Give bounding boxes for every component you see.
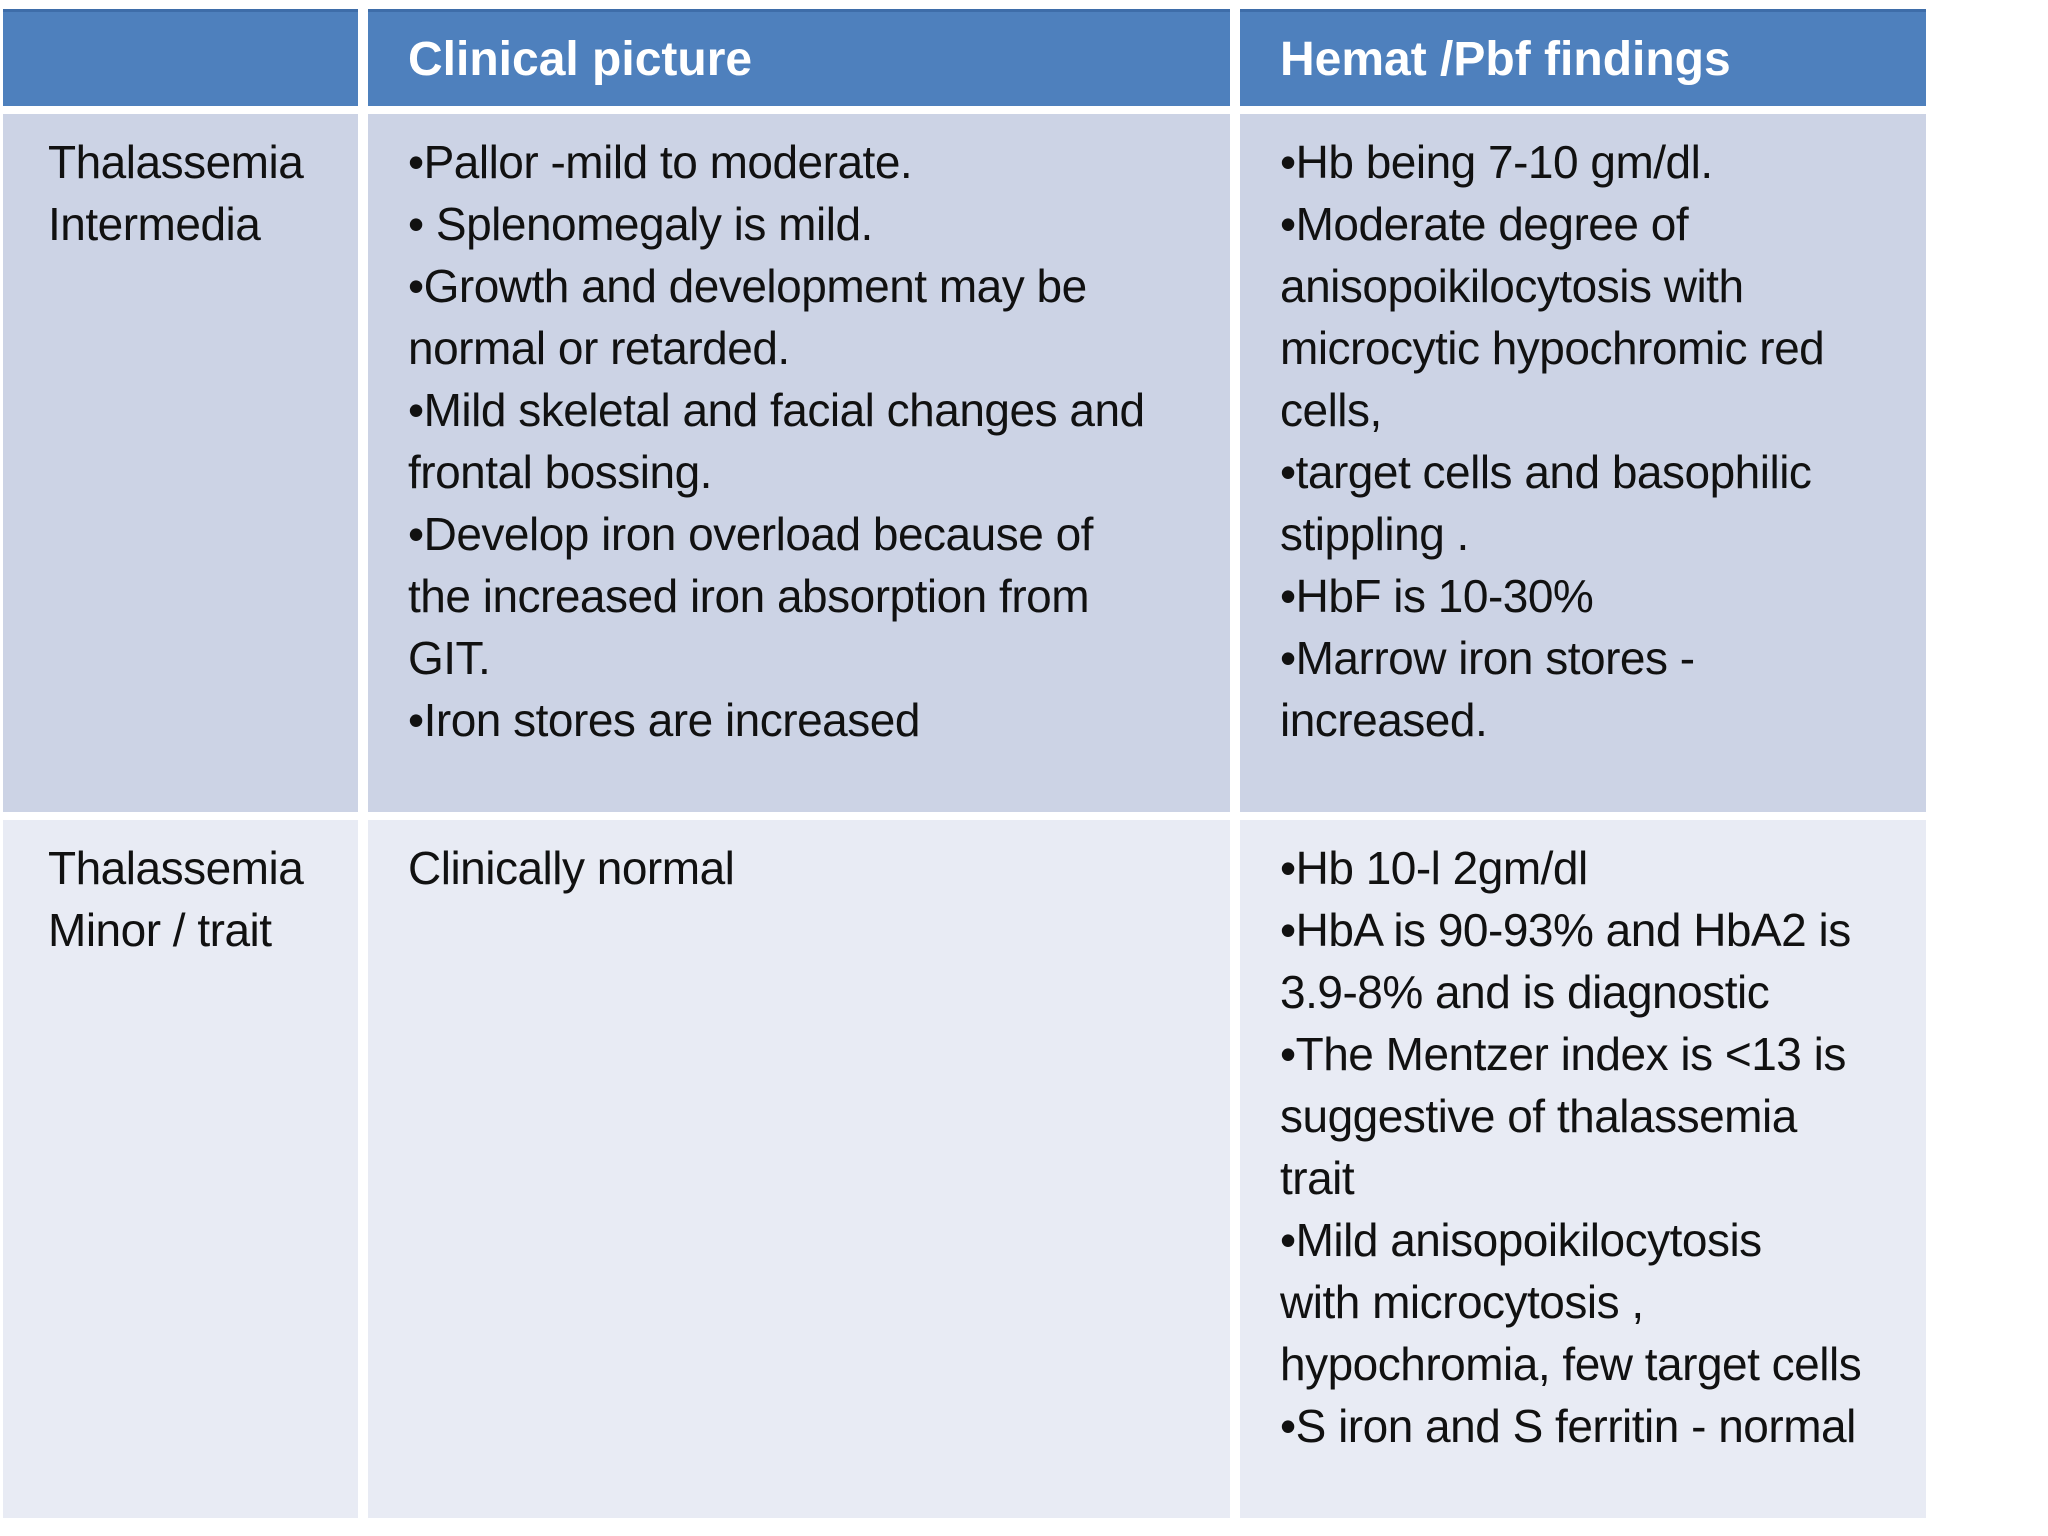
bullet-item: •Growth and development may be normal or… <box>408 260 1087 374</box>
bullet-item: •HbF is 10-30% <box>1280 570 1594 622</box>
cell-minor-hemat-findings: •Hb 10-l 2gm/dl •HbA is 90-93% and HbA2 … <box>1240 820 1926 1518</box>
bullet-item: •Moderate degree of anisopoikilocytosis … <box>1280 198 1825 436</box>
header-clinical-picture-label: Clinical picture <box>408 32 753 86</box>
bullet-item: •Marrow iron stores - increased. <box>1280 632 1695 746</box>
row-label-thalassemia-intermedia: Thalassemia Intermedia <box>3 114 358 812</box>
row-label-thalassemia-minor-trait: Thalassemia Minor / trait <box>3 820 358 1518</box>
bullet-item: •Hb 10-l 2gm/dl <box>1280 842 1588 894</box>
header-cell-blank <box>3 9 358 106</box>
cell-intermedia-hemat-findings: •Hb being 7-10 gm/dl. •Moderate degree o… <box>1240 114 1926 812</box>
header-hemat-pbf-findings-label: Hemat /Pbf findings <box>1280 32 1731 86</box>
bullet-item: •Develop iron overload because of the in… <box>408 508 1093 684</box>
header-cell-clinical-picture: Clinical picture <box>368 9 1230 106</box>
bullet-item: •Hb being 7-10 gm/dl. <box>1280 136 1713 188</box>
bullet-item: •Pallor -mild to moderate. <box>408 136 913 188</box>
cell-minor-clinical-picture: Clinically normal <box>368 820 1230 1518</box>
comparison-table: Clinical picture Hemat /Pbf findings Tha… <box>3 9 1926 1518</box>
bullet-item: •HbA is 90-93% and HbA2 is 3.9-8% and is… <box>1280 904 1851 1018</box>
bullet-item: • Splenomegaly is mild. <box>408 198 873 250</box>
bullet-item: Clinically normal <box>408 842 735 894</box>
row-label-text: Thalassemia Intermedia <box>48 136 304 250</box>
row-label-text: Thalassemia Minor / trait <box>48 842 304 956</box>
bullet-item: •Mild skeletal and facial changes and fr… <box>408 384 1145 498</box>
bullet-item: •The Mentzer index is <13 is suggestive … <box>1280 1028 1846 1204</box>
bullet-item: •S iron and S ferritin - normal <box>1280 1400 1856 1452</box>
bullet-item: •Mild anisopoikilocytosis with microcyto… <box>1280 1214 1862 1390</box>
bullet-item: •target cells and basophilic stippling . <box>1280 446 1812 560</box>
cell-intermedia-clinical-picture: •Pallor -mild to moderate. • Splenomegal… <box>368 114 1230 812</box>
header-cell-hemat-pbf-findings: Hemat /Pbf findings <box>1240 9 1926 106</box>
bullet-item: •Iron stores are increased <box>408 694 920 746</box>
